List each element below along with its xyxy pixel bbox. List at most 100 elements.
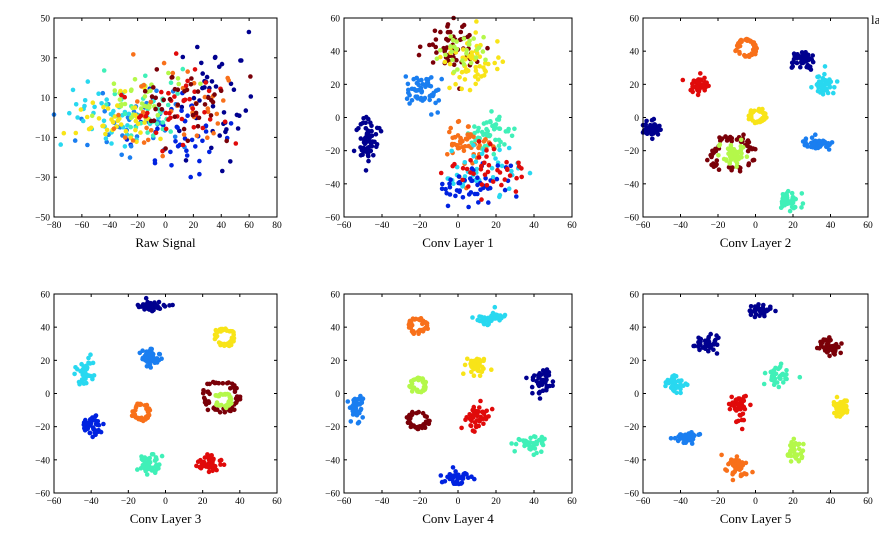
data-point (499, 182, 504, 188)
data-point (462, 174, 468, 179)
y-tick-label: −20 (325, 423, 340, 433)
panel-1-points (51, 29, 254, 180)
data-point (409, 98, 415, 103)
data-point (459, 425, 464, 431)
data-point (80, 377, 86, 383)
series-class-navy-b (640, 116, 663, 142)
data-point (116, 112, 121, 118)
data-point (472, 191, 478, 197)
data-point (156, 102, 162, 107)
data-point (179, 108, 184, 113)
data-point (461, 62, 467, 67)
data-point (734, 419, 739, 425)
data-point (791, 436, 797, 442)
data-point (484, 126, 489, 132)
data-point (716, 143, 722, 148)
data-point (138, 466, 144, 471)
data-point (460, 184, 465, 189)
data-point (190, 106, 196, 111)
data-point (175, 76, 181, 81)
data-point (202, 94, 208, 100)
data-point (423, 419, 429, 425)
data-point (145, 137, 151, 143)
series-class-navy-a (747, 302, 778, 320)
data-point (465, 356, 470, 362)
data-point (762, 370, 768, 376)
data-point (87, 430, 93, 436)
data-point (784, 372, 789, 377)
data-point (736, 154, 741, 160)
data-point (81, 373, 87, 379)
data-point (796, 446, 802, 452)
data-point (452, 141, 457, 147)
data-point (495, 66, 500, 72)
data-point (488, 119, 493, 124)
data-point (691, 343, 696, 349)
data-point (497, 147, 502, 153)
data-point (189, 137, 195, 143)
data-point (484, 154, 489, 159)
data-point (449, 49, 455, 54)
data-point (207, 149, 212, 155)
data-point (159, 89, 164, 95)
data-point (417, 389, 423, 395)
data-point (456, 118, 462, 124)
data-point (166, 70, 171, 76)
data-point (498, 315, 503, 320)
x-tick-label: 60 (272, 497, 282, 507)
data-point (369, 123, 374, 128)
data-point (459, 475, 464, 481)
x-tick-label: −40 (84, 497, 99, 507)
data-point (539, 382, 545, 388)
data-point (140, 417, 146, 422)
panel-6-points (663, 302, 850, 483)
data-point (424, 414, 430, 420)
data-point (246, 29, 252, 35)
data-point (672, 379, 678, 385)
data-point (454, 164, 460, 170)
series-class-yellow (212, 326, 237, 349)
data-point (115, 103, 120, 108)
data-point (493, 122, 499, 127)
data-point (447, 85, 452, 91)
data-point (122, 94, 127, 100)
data-point (717, 135, 722, 140)
data-point (735, 150, 740, 156)
data-point (445, 152, 450, 157)
data-point (200, 71, 205, 76)
data-point (449, 148, 455, 154)
data-point (479, 74, 484, 79)
data-point (412, 377, 417, 382)
data-point (207, 117, 213, 122)
data-point (416, 376, 422, 382)
data-point (506, 145, 512, 151)
data-point (200, 138, 205, 144)
data-point (419, 77, 424, 83)
data-point (149, 467, 154, 472)
data-point (448, 125, 454, 131)
x-tick-label: 0 (456, 497, 461, 507)
data-point (728, 134, 733, 140)
data-point (457, 145, 462, 151)
data-point (817, 139, 822, 145)
data-point (793, 55, 798, 60)
data-point (408, 319, 413, 324)
data-point (206, 469, 212, 475)
data-point (90, 100, 96, 105)
data-point (820, 340, 825, 345)
data-point (468, 60, 474, 66)
data-point (194, 463, 199, 469)
data-point (820, 83, 825, 88)
data-point (729, 394, 734, 400)
data-point (537, 396, 543, 401)
data-point (753, 119, 759, 125)
data-point (504, 159, 509, 165)
x-tick-label: 40 (529, 221, 539, 231)
data-point (188, 82, 194, 87)
data-point (447, 184, 453, 190)
data-point (655, 132, 661, 137)
data-point (522, 443, 527, 449)
data-point (791, 442, 796, 448)
data-point (491, 146, 497, 152)
data-point (122, 111, 128, 117)
